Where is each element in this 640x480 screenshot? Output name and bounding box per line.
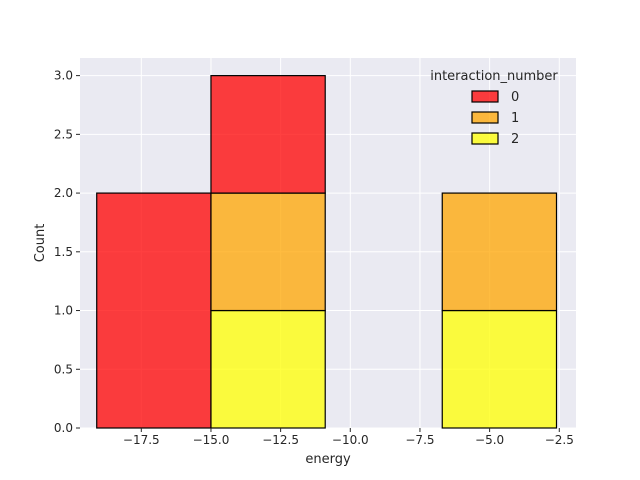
bar-series-2-bin-1 (210, 309, 326, 429)
y-tick-label: 1.5 (54, 245, 73, 259)
legend-title: interaction_number (430, 69, 558, 84)
legend: interaction_number 0 1 2 (430, 69, 558, 147)
legend-label-2: 2 (511, 132, 519, 147)
x-tick-label: −7.5 (405, 433, 434, 447)
x-tick-label: −10.0 (332, 433, 369, 447)
y-tick-label: 3.0 (54, 69, 73, 83)
x-axis-label: energy (305, 452, 351, 467)
y-tick-label: 0.5 (54, 362, 73, 376)
bar-series-1-bin-1 (210, 192, 326, 312)
bar-series-0-bin-1 (210, 75, 326, 194)
y-axis-ticks: 0.0 0.5 1.0 1.5 2.0 2.5 3.0 (54, 69, 80, 435)
legend-swatch-1 (471, 111, 499, 124)
x-tick-label: −17.5 (123, 433, 160, 447)
bar-series-1-bin-3 (441, 192, 558, 312)
y-tick-label: 2.0 (54, 186, 73, 200)
x-tick-label: −2.5 (545, 433, 574, 447)
legend-swatch-0 (471, 90, 499, 103)
legend-swatch-2 (471, 132, 499, 145)
bars (96, 75, 558, 429)
legend-label-1: 1 (511, 111, 519, 126)
y-axis-label: Count (33, 224, 48, 263)
x-tick-label: −12.5 (262, 433, 299, 447)
y-tick-label: 0.0 (54, 421, 73, 435)
bar-series-0-bin-0 (96, 192, 212, 429)
x-tick-label: −15.0 (193, 433, 230, 447)
x-tick-label: −5.0 (475, 433, 504, 447)
y-tick-label: 1.0 (54, 304, 73, 318)
x-axis-ticks: −17.5 −15.0 −12.5 −10.0 −7.5 −5.0 −2.5 (123, 428, 574, 447)
legend-label-0: 0 (511, 90, 519, 105)
y-tick-label: 2.5 (54, 127, 73, 141)
bar-series-2-bin-3 (441, 309, 558, 429)
